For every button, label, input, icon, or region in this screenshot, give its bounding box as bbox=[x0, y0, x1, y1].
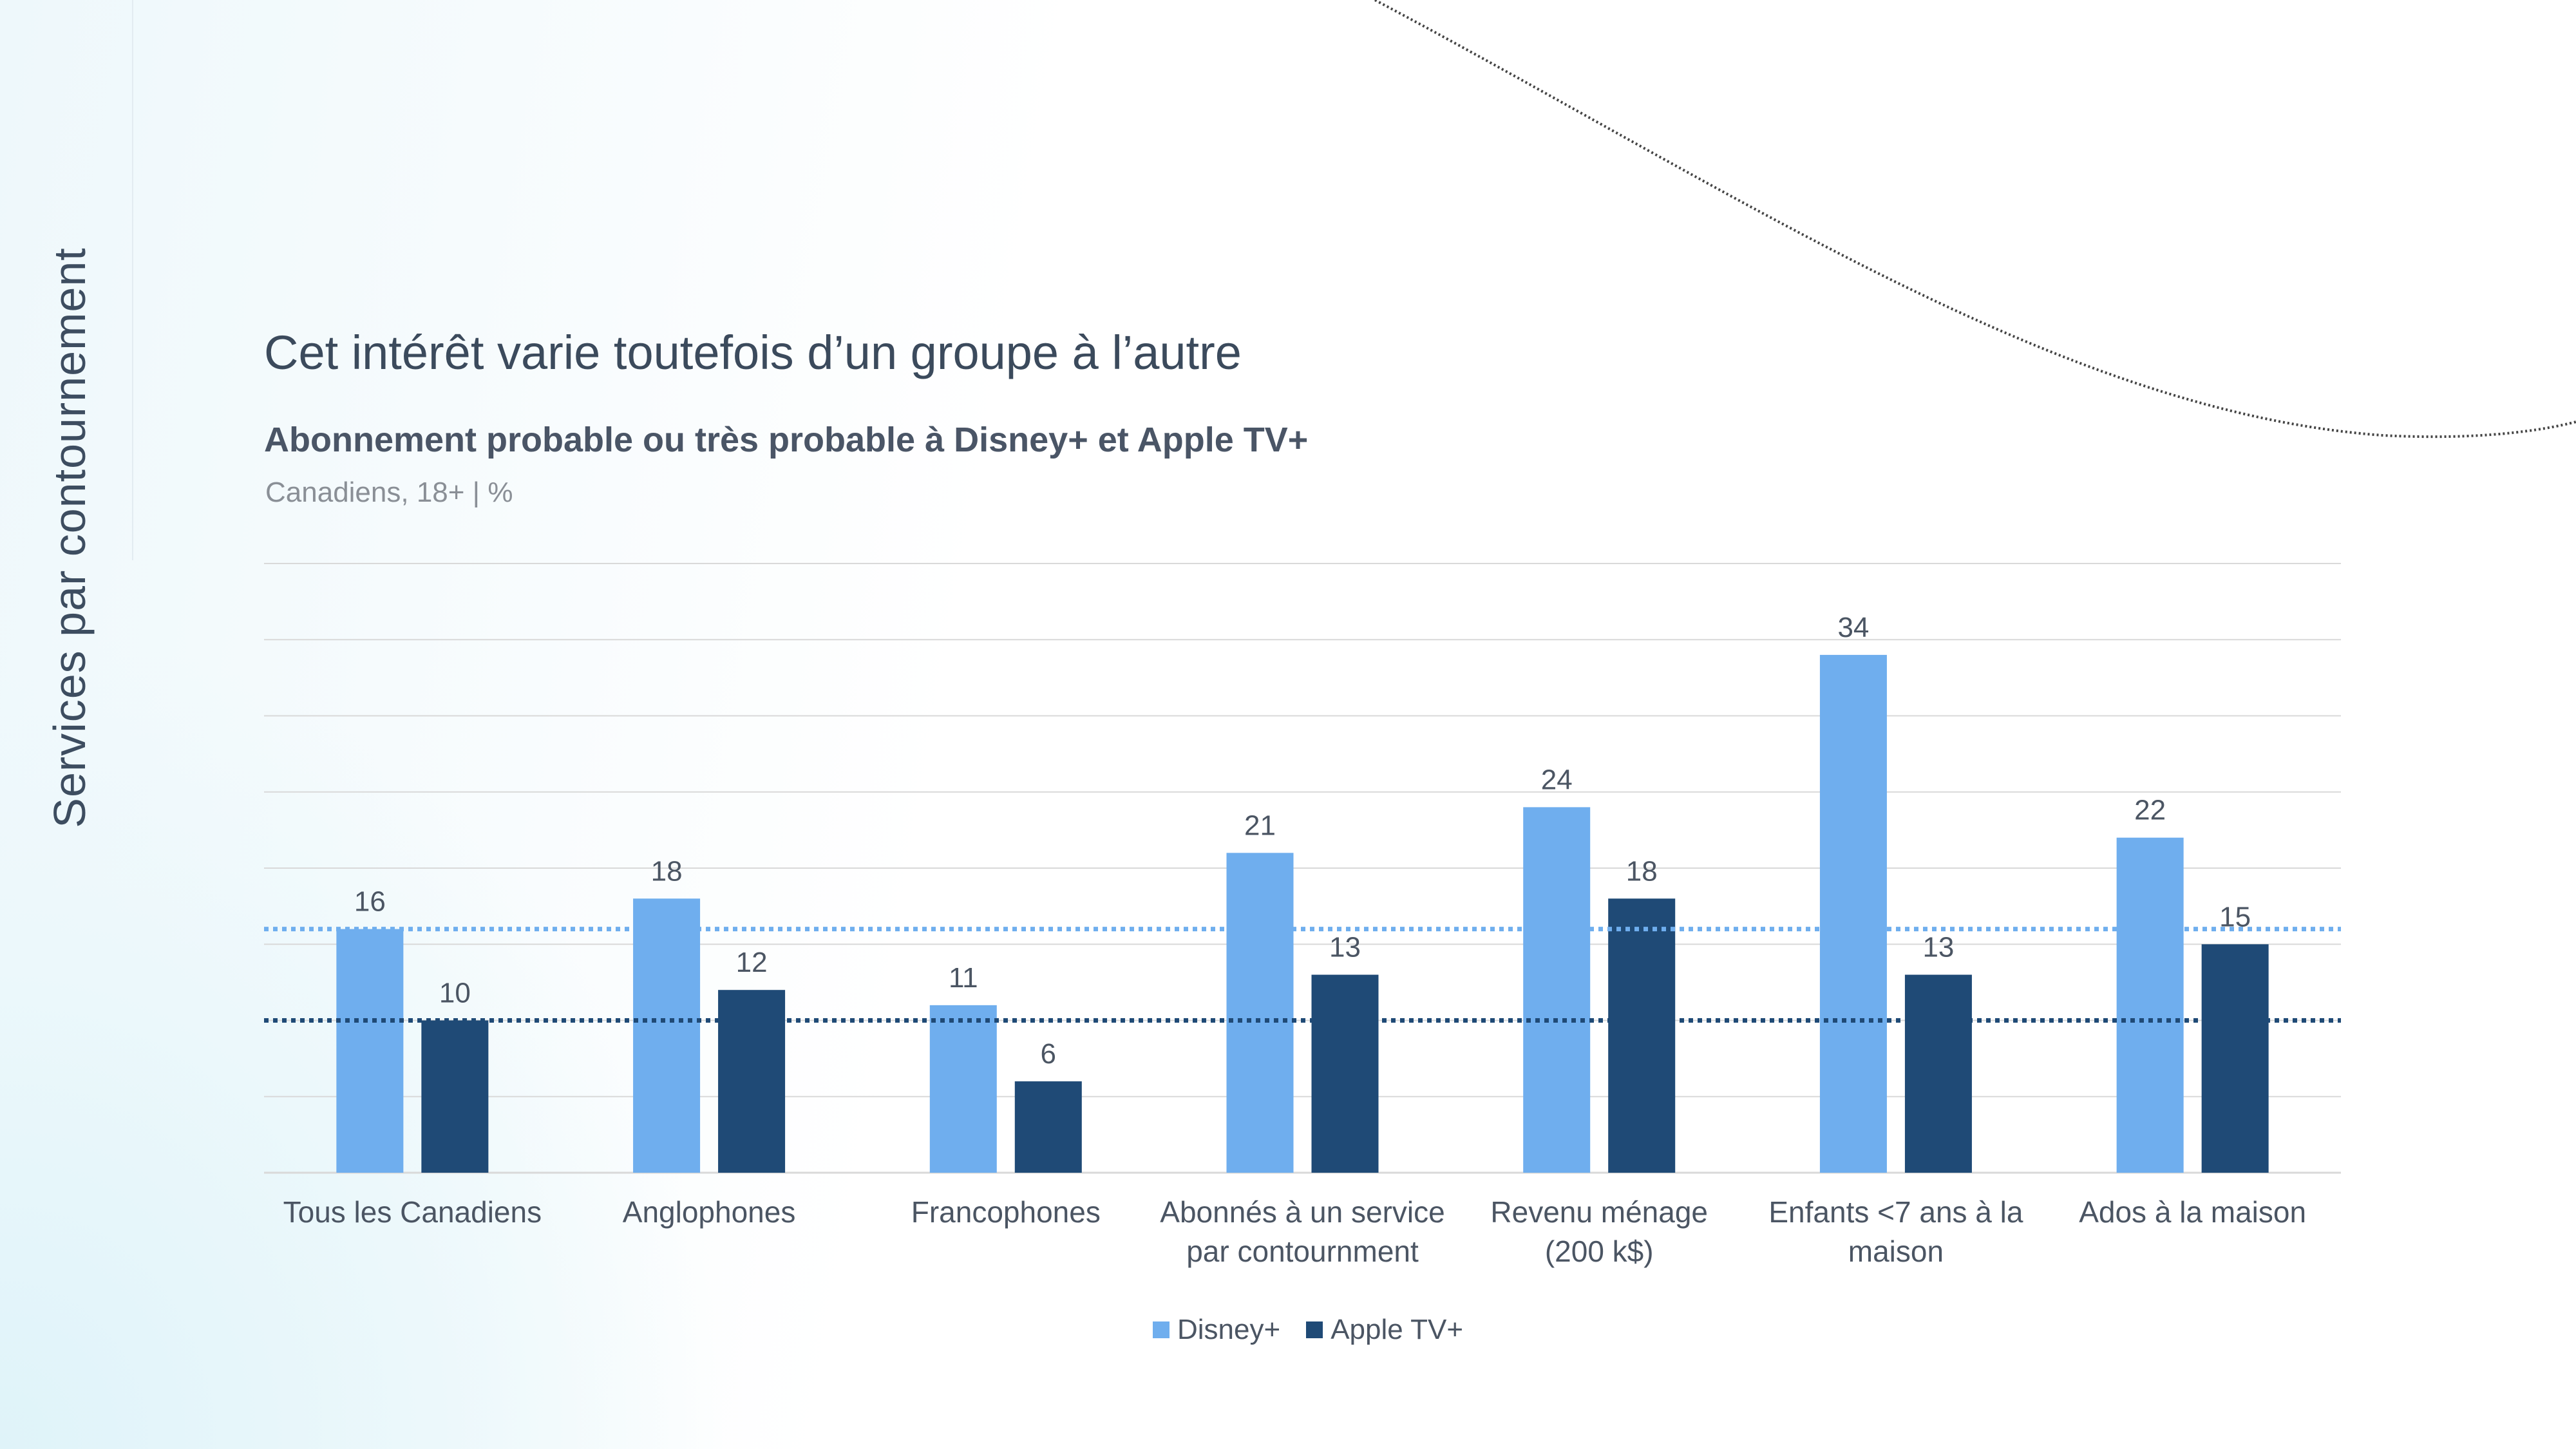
data-label: 18 bbox=[651, 855, 683, 887]
category-label: par contournment bbox=[1186, 1235, 1419, 1268]
data-label: 16 bbox=[354, 886, 386, 918]
category-label: Revenu ménage bbox=[1490, 1195, 1708, 1229]
bar-disney bbox=[929, 1005, 997, 1173]
data-label: 24 bbox=[1541, 764, 1573, 795]
legend-label-disney: Disney+ bbox=[1177, 1314, 1281, 1345]
bar-apple bbox=[1014, 1081, 1082, 1173]
category-label: Enfants <7 ans à la bbox=[1768, 1195, 2023, 1229]
bar-apple bbox=[1311, 974, 1379, 1173]
category-label: maison bbox=[1848, 1235, 1944, 1268]
bar-disney bbox=[336, 929, 404, 1173]
legend-item-disney: Disney+ bbox=[1153, 1314, 1280, 1346]
data-label: 11 bbox=[949, 962, 978, 994]
category-label: (200 k$) bbox=[1545, 1235, 1654, 1268]
category-label: Francophones bbox=[911, 1195, 1101, 1229]
data-label: 34 bbox=[1837, 612, 1869, 643]
bar-disney bbox=[2116, 837, 2184, 1173]
legend-label-apple: Apple TV+ bbox=[1331, 1314, 1464, 1345]
legend-item-apple: Apple TV+ bbox=[1306, 1314, 1463, 1346]
category-label: Tous les Canadiens bbox=[283, 1195, 542, 1229]
bar-apple bbox=[2201, 944, 2269, 1173]
bar-apple bbox=[1608, 898, 1676, 1173]
data-label: 21 bbox=[1244, 810, 1276, 841]
chart-subtitle: Abonnement probable ou très probable à D… bbox=[264, 421, 1309, 459]
legend-swatch-disney bbox=[1153, 1321, 1170, 1338]
data-label: 6 bbox=[1041, 1038, 1056, 1070]
bar-disney bbox=[1523, 807, 1591, 1173]
data-label: 13 bbox=[1329, 932, 1361, 963]
chart-note: Canadiens, 18+ | % bbox=[265, 477, 513, 508]
bar-disney bbox=[633, 898, 701, 1173]
data-label: 12 bbox=[736, 947, 768, 978]
category-label: Ados à la maison bbox=[2079, 1195, 2306, 1229]
category-label: Abonnés à un service bbox=[1160, 1195, 1444, 1229]
side-divider bbox=[132, 0, 133, 560]
bar-disney bbox=[1819, 654, 1887, 1173]
bar-disney bbox=[1226, 853, 1294, 1173]
bar-apple bbox=[718, 990, 786, 1173]
data-label: 22 bbox=[2134, 795, 2166, 826]
category-label: Anglophones bbox=[623, 1195, 796, 1229]
page-title: Cet intérêt varie toutefois d’un groupe … bbox=[264, 326, 1242, 379]
data-label: 18 bbox=[1626, 855, 1658, 887]
bar-apple bbox=[421, 1020, 489, 1173]
legend-swatch-apple bbox=[1306, 1321, 1323, 1338]
chart-legend: Disney+ Apple TV+ bbox=[1153, 1314, 1489, 1346]
data-label: 13 bbox=[1922, 932, 1954, 963]
data-label: 10 bbox=[439, 978, 471, 1009]
bar-apple bbox=[1904, 974, 1972, 1173]
